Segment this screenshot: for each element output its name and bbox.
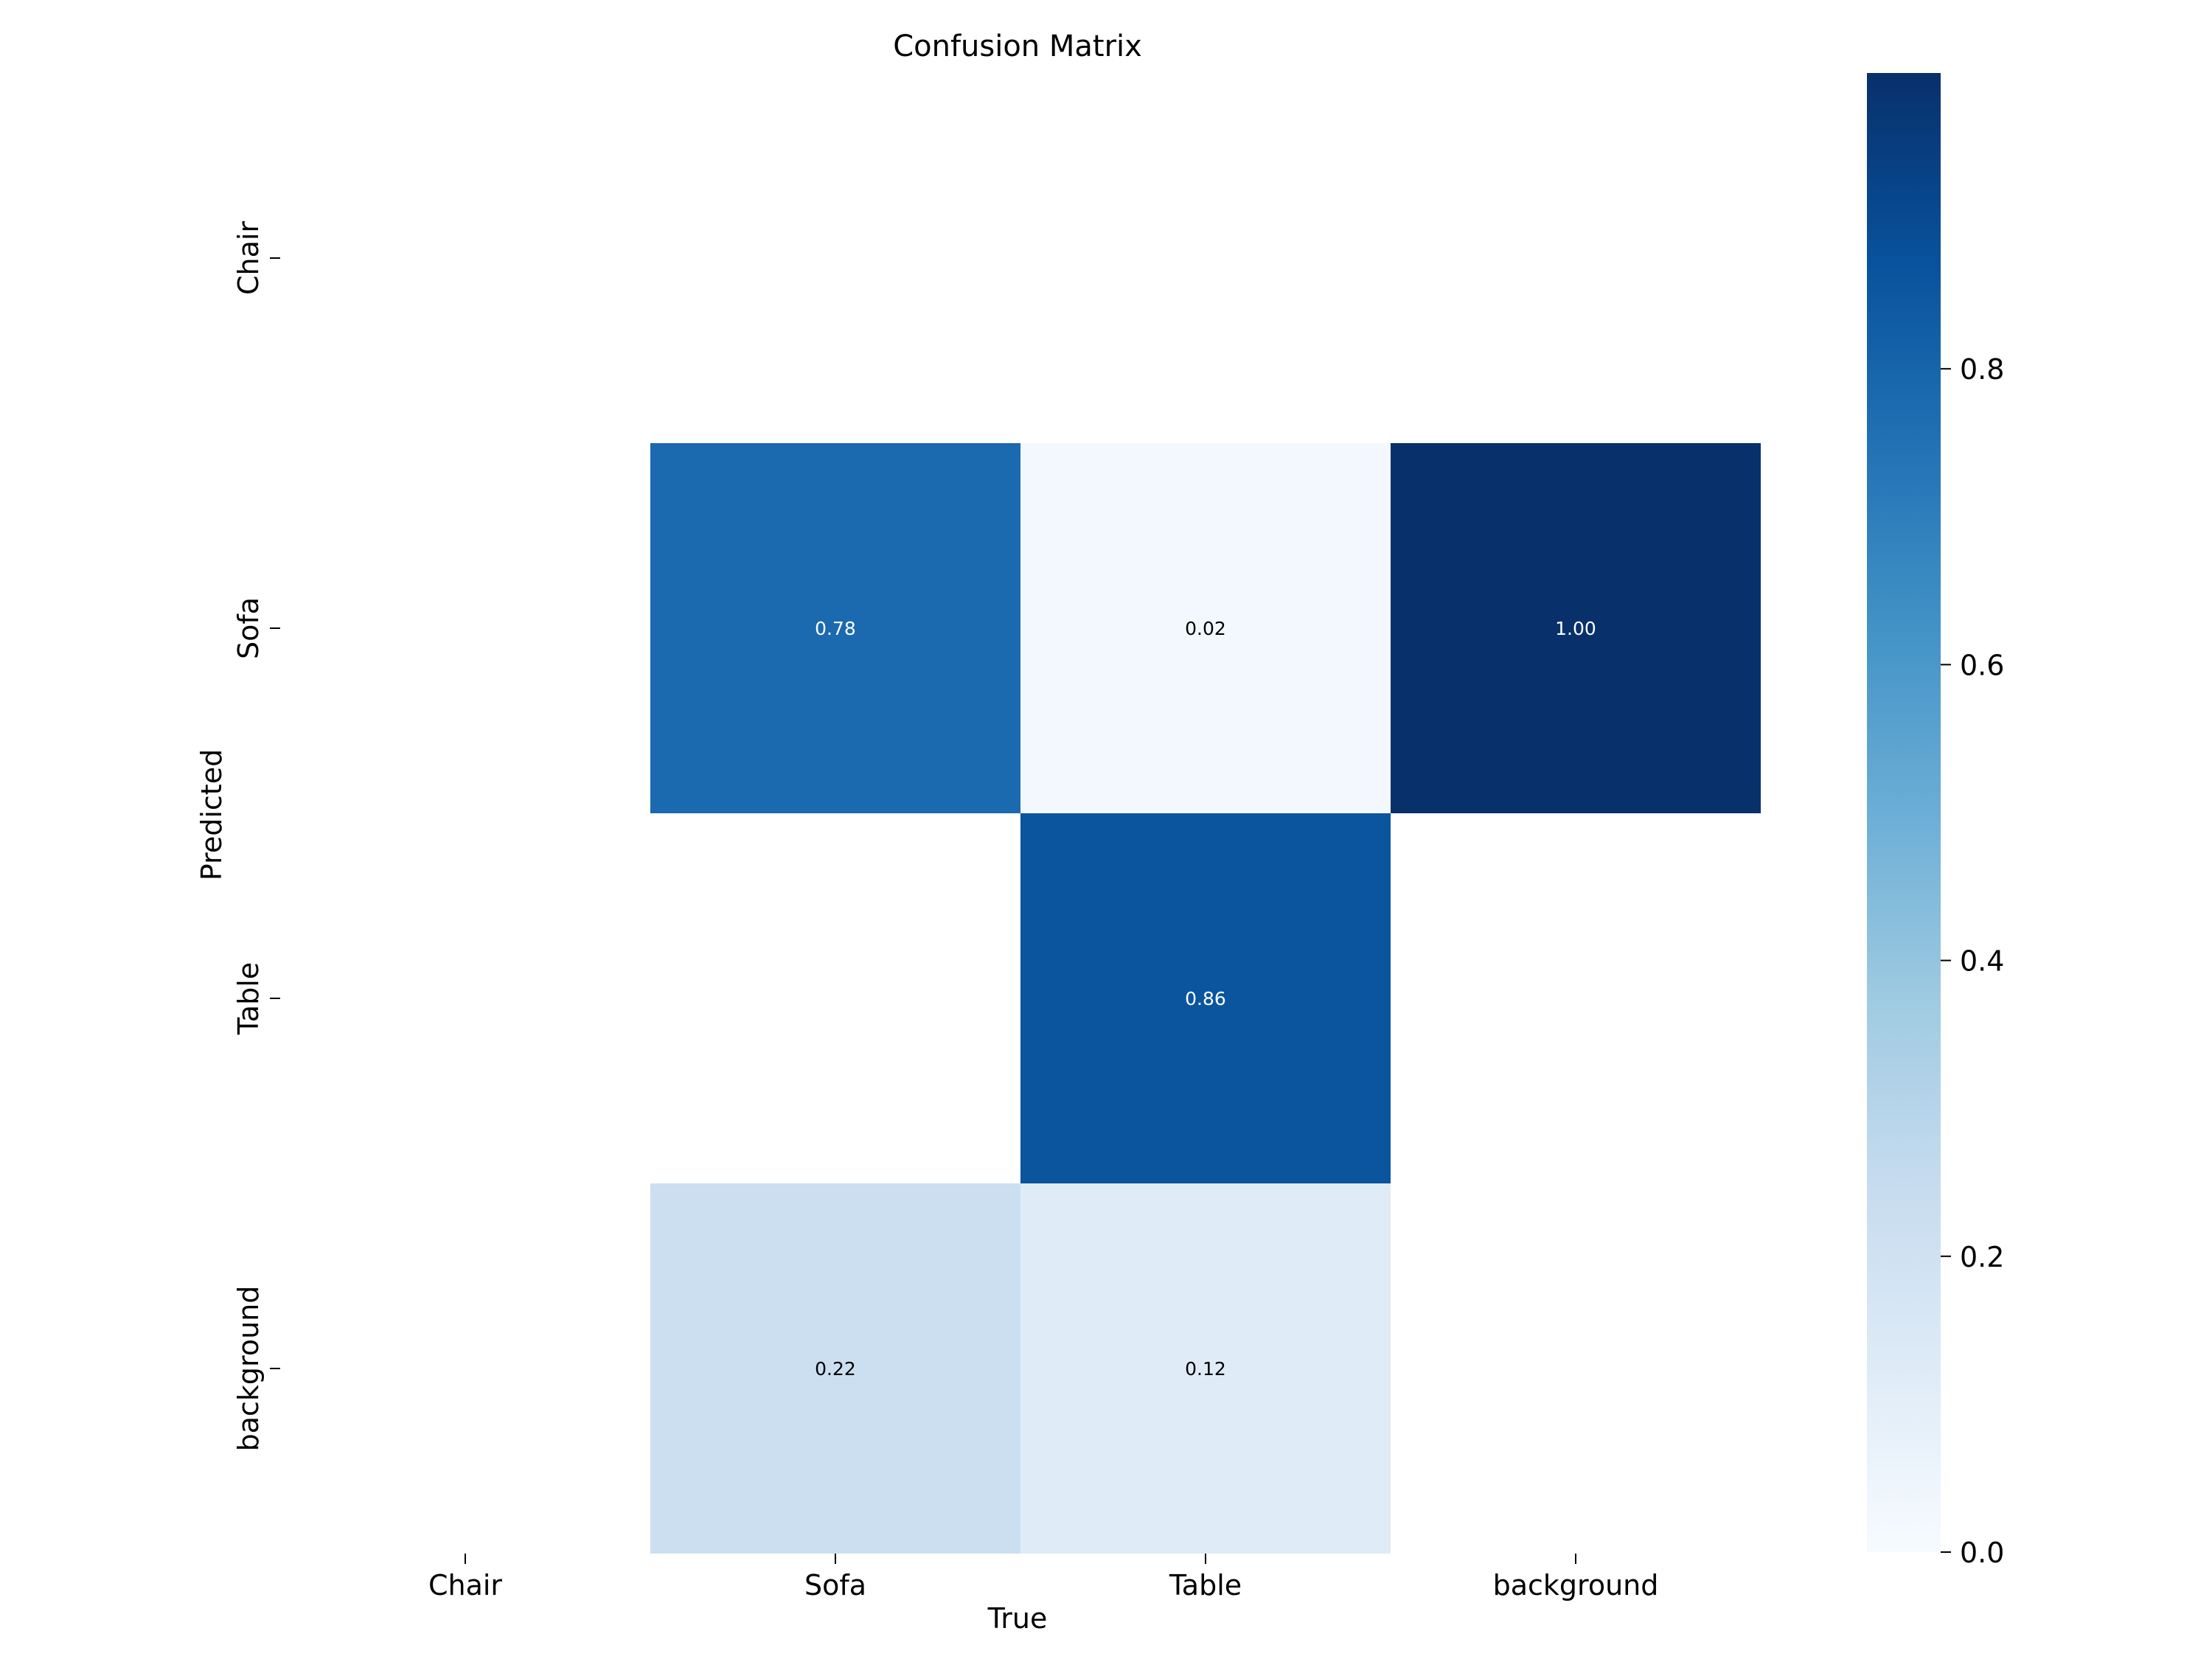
y-tick-label: Sofa bbox=[232, 597, 265, 659]
colorbar-ticks: 0.0 0.2 0.4 0.6 0.8 bbox=[1941, 353, 2004, 1569]
cell-value-label: 0.86 bbox=[1185, 988, 1226, 1009]
colorbar-tick-label: 0.8 bbox=[1960, 353, 2004, 386]
cell-value-label: 0.12 bbox=[1185, 1358, 1226, 1380]
colorbar-tick-label: 0.2 bbox=[1960, 1241, 2004, 1273]
x-axis-label: True bbox=[987, 1602, 1048, 1635]
x-tick-label: Chair bbox=[428, 1569, 502, 1601]
heatmap-cell bbox=[1020, 813, 1391, 1183]
x-tick-label: Sofa bbox=[804, 1569, 866, 1601]
x-axis-ticks: Chair Sofa Table background bbox=[428, 1554, 1658, 1601]
colorbar-tick-label: 0.6 bbox=[1960, 649, 2004, 681]
heatmap-cell bbox=[1020, 1183, 1391, 1554]
y-axis-ticks: Chair Sofa Table background bbox=[232, 221, 280, 1452]
y-tick-label: Table bbox=[232, 962, 265, 1035]
x-tick-label: background bbox=[1493, 1569, 1659, 1601]
colorbar-gradient bbox=[1867, 73, 1941, 1552]
colorbar-tick-label: 0.4 bbox=[1960, 945, 2004, 978]
colorbar-tick-label: 0.0 bbox=[1960, 1537, 2004, 1569]
heatmap-cell bbox=[650, 1183, 1020, 1554]
cell-value-label: 0.78 bbox=[815, 618, 856, 639]
y-tick-label: background bbox=[232, 1286, 265, 1452]
cell-value-label: 0.22 bbox=[815, 1358, 856, 1380]
heatmap-cells: 0.78 0.02 1.00 0.86 0.22 0.12 bbox=[650, 443, 1761, 1554]
chart-title: Confusion Matrix bbox=[893, 29, 1142, 63]
cell-value-label: 0.02 bbox=[1185, 618, 1226, 639]
y-axis-label: Predicted bbox=[195, 749, 228, 880]
heatmap-cell bbox=[1391, 443, 1761, 813]
colorbar: 0.0 0.2 0.4 0.6 0.8 bbox=[1867, 73, 2004, 1569]
heatmap-cell bbox=[650, 443, 1020, 813]
x-tick-label: Table bbox=[1169, 1569, 1242, 1601]
cell-value-label: 1.00 bbox=[1555, 618, 1596, 639]
heatmap-cell bbox=[1020, 443, 1391, 813]
y-tick-label: Chair bbox=[232, 221, 265, 295]
